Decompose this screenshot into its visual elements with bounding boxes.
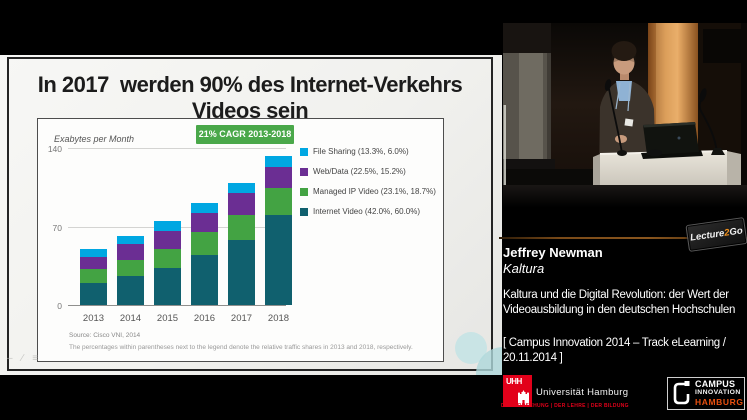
bar-segment [228,182,255,193]
legend-swatch [300,207,308,216]
legend-label: Internet Video (42.0%, 60.0%) [313,207,421,216]
bar-segment [154,268,181,305]
legend-item: Internet Video (42.0%, 60.0%) [300,207,436,216]
y-tick-label: 140 [47,144,62,154]
ci-logo-line1: CAMPUS [695,379,736,390]
brand-text: Go [728,225,744,239]
chart-axis-note: Exabytes per Month [54,134,135,144]
stacked-bar-2014 [117,235,144,305]
x-tick-label: 2017 [230,313,253,324]
bar-segment [117,260,144,276]
legend-swatch [300,187,308,196]
microphone-icon [604,79,662,157]
speaker-scene [503,23,747,185]
pen-icon: ∕ [21,353,24,364]
bar-segment [80,256,107,270]
legend-swatch [300,147,308,156]
x-tick-label: 2018 [267,313,290,324]
cagr-badge: 21% CAGR 2013-2018 [196,125,294,144]
x-tick-label: 2016 [193,313,216,324]
chart-legend: File Sharing (13.3%, 6.0%) Web/Data (22.5… [300,147,436,227]
brand-text: Lecture [689,227,726,244]
divider-line [499,237,747,239]
uhh-logo-square: UHH [503,375,532,407]
stacked-bar-2017 [228,182,255,305]
chart-plot: 2013 2014 2015 2016 2017 2018 [68,148,292,324]
speaker-name: Jeffrey Newman [503,245,603,260]
microphone-icon [698,88,725,155]
bar-segment [154,248,181,268]
campus-innovation-logo: CAMPUS INNOVATION HAMBURG [667,377,745,410]
stacked-bar-2015 [154,220,181,305]
bar-segment [191,254,218,305]
bar-segment [191,232,218,255]
annotation-toolbar: ‒ ∕ ≡ [7,353,38,364]
bar-segment [117,275,144,305]
video-shadow [503,185,747,213]
bar-segment [191,213,218,233]
legend-label: File Sharing (13.3%, 6.0%) [313,147,409,156]
castle-icon [518,390,529,405]
menu-icon: ≡ [32,353,39,364]
uhh-logo: UHH Universität Hamburg DER FORSCHUNG | … [501,374,663,414]
chart-source: Source: Cisco VNI, 2014 [69,332,141,339]
laptop [641,122,703,159]
bar-segment [228,239,255,305]
talk-title: Kaltura und die Digital Revolution: der … [503,289,736,316]
bar-segment [117,235,144,245]
bar-segment [117,244,144,261]
name-badge [624,118,634,127]
bar-segment [228,215,255,240]
speaker-video-pane[interactable] [503,23,747,185]
uhh-monogram: UHH [506,377,522,386]
bar-segment [80,248,107,257]
university-name: Universität Hamburg [536,387,629,398]
stacked-bar-2016 [191,202,218,305]
y-tick-label: 0 [57,301,62,311]
x-tick-label: 2013 [82,313,105,324]
legend-item: Web/Data (22.5%, 15.2%) [300,167,436,176]
legend-item: Managed IP Video (23.1%, 18.7%) [300,187,436,196]
ci-logo-line2: INNOVATION [695,389,741,397]
bar-segment [228,192,255,216]
bar-segment [154,231,181,249]
slide-title: In 2017 werden 90% des Internet-Verkehrs… [37,72,468,123]
chart-footnote: The percentages within parentheses next … [69,344,413,351]
chart-y-axis: 0 70 140 [40,144,64,311]
speaker-organization: Kaltura [503,261,545,276]
bar-segment [265,188,292,216]
bar-segment [80,269,107,283]
bar-segment [265,155,292,168]
y-tick-label: 70 [52,222,62,233]
podium [593,150,741,185]
event-info: [ Campus Innovation 2014 – Track eLearni… [503,337,726,364]
stacked-bar-2013 [80,248,107,305]
legend-swatch [300,167,308,176]
legend-label: Web/Data (22.5%, 15.2%) [313,167,406,176]
ci-monogram-icon [673,381,690,405]
seating-row [503,169,603,185]
bar-segment [265,167,292,189]
bar-segment [80,282,107,305]
pen-line-icon: ‒ [7,353,13,364]
legend-label: Managed IP Video (23.1%, 18.7%) [313,187,436,196]
speaker-hair [611,41,637,61]
bar-segment [191,202,218,214]
ci-logo-line3: HAMBURG [695,397,744,408]
university-claim: DER FORSCHUNG | DER LEHRE | DER BILDUNG [501,403,629,409]
gridline [68,148,286,149]
x-tick-label: 2015 [156,313,179,324]
slide-video-pane[interactable]: In 2017 werden 90% des Internet-Verkehrs… [0,55,502,375]
traffic-chart: Exabytes per Month 21% CAGR 2013-2018 0 7… [37,118,444,362]
x-tick-label: 2014 [119,313,142,324]
bar-segment [265,215,292,305]
gridline [68,305,286,306]
projection-screen-edge [703,29,747,63]
speaker-hand [615,135,627,143]
bar-segment [154,220,181,231]
stacked-bar-2018 [265,155,292,305]
legend-item: File Sharing (13.3%, 6.0%) [300,147,436,156]
